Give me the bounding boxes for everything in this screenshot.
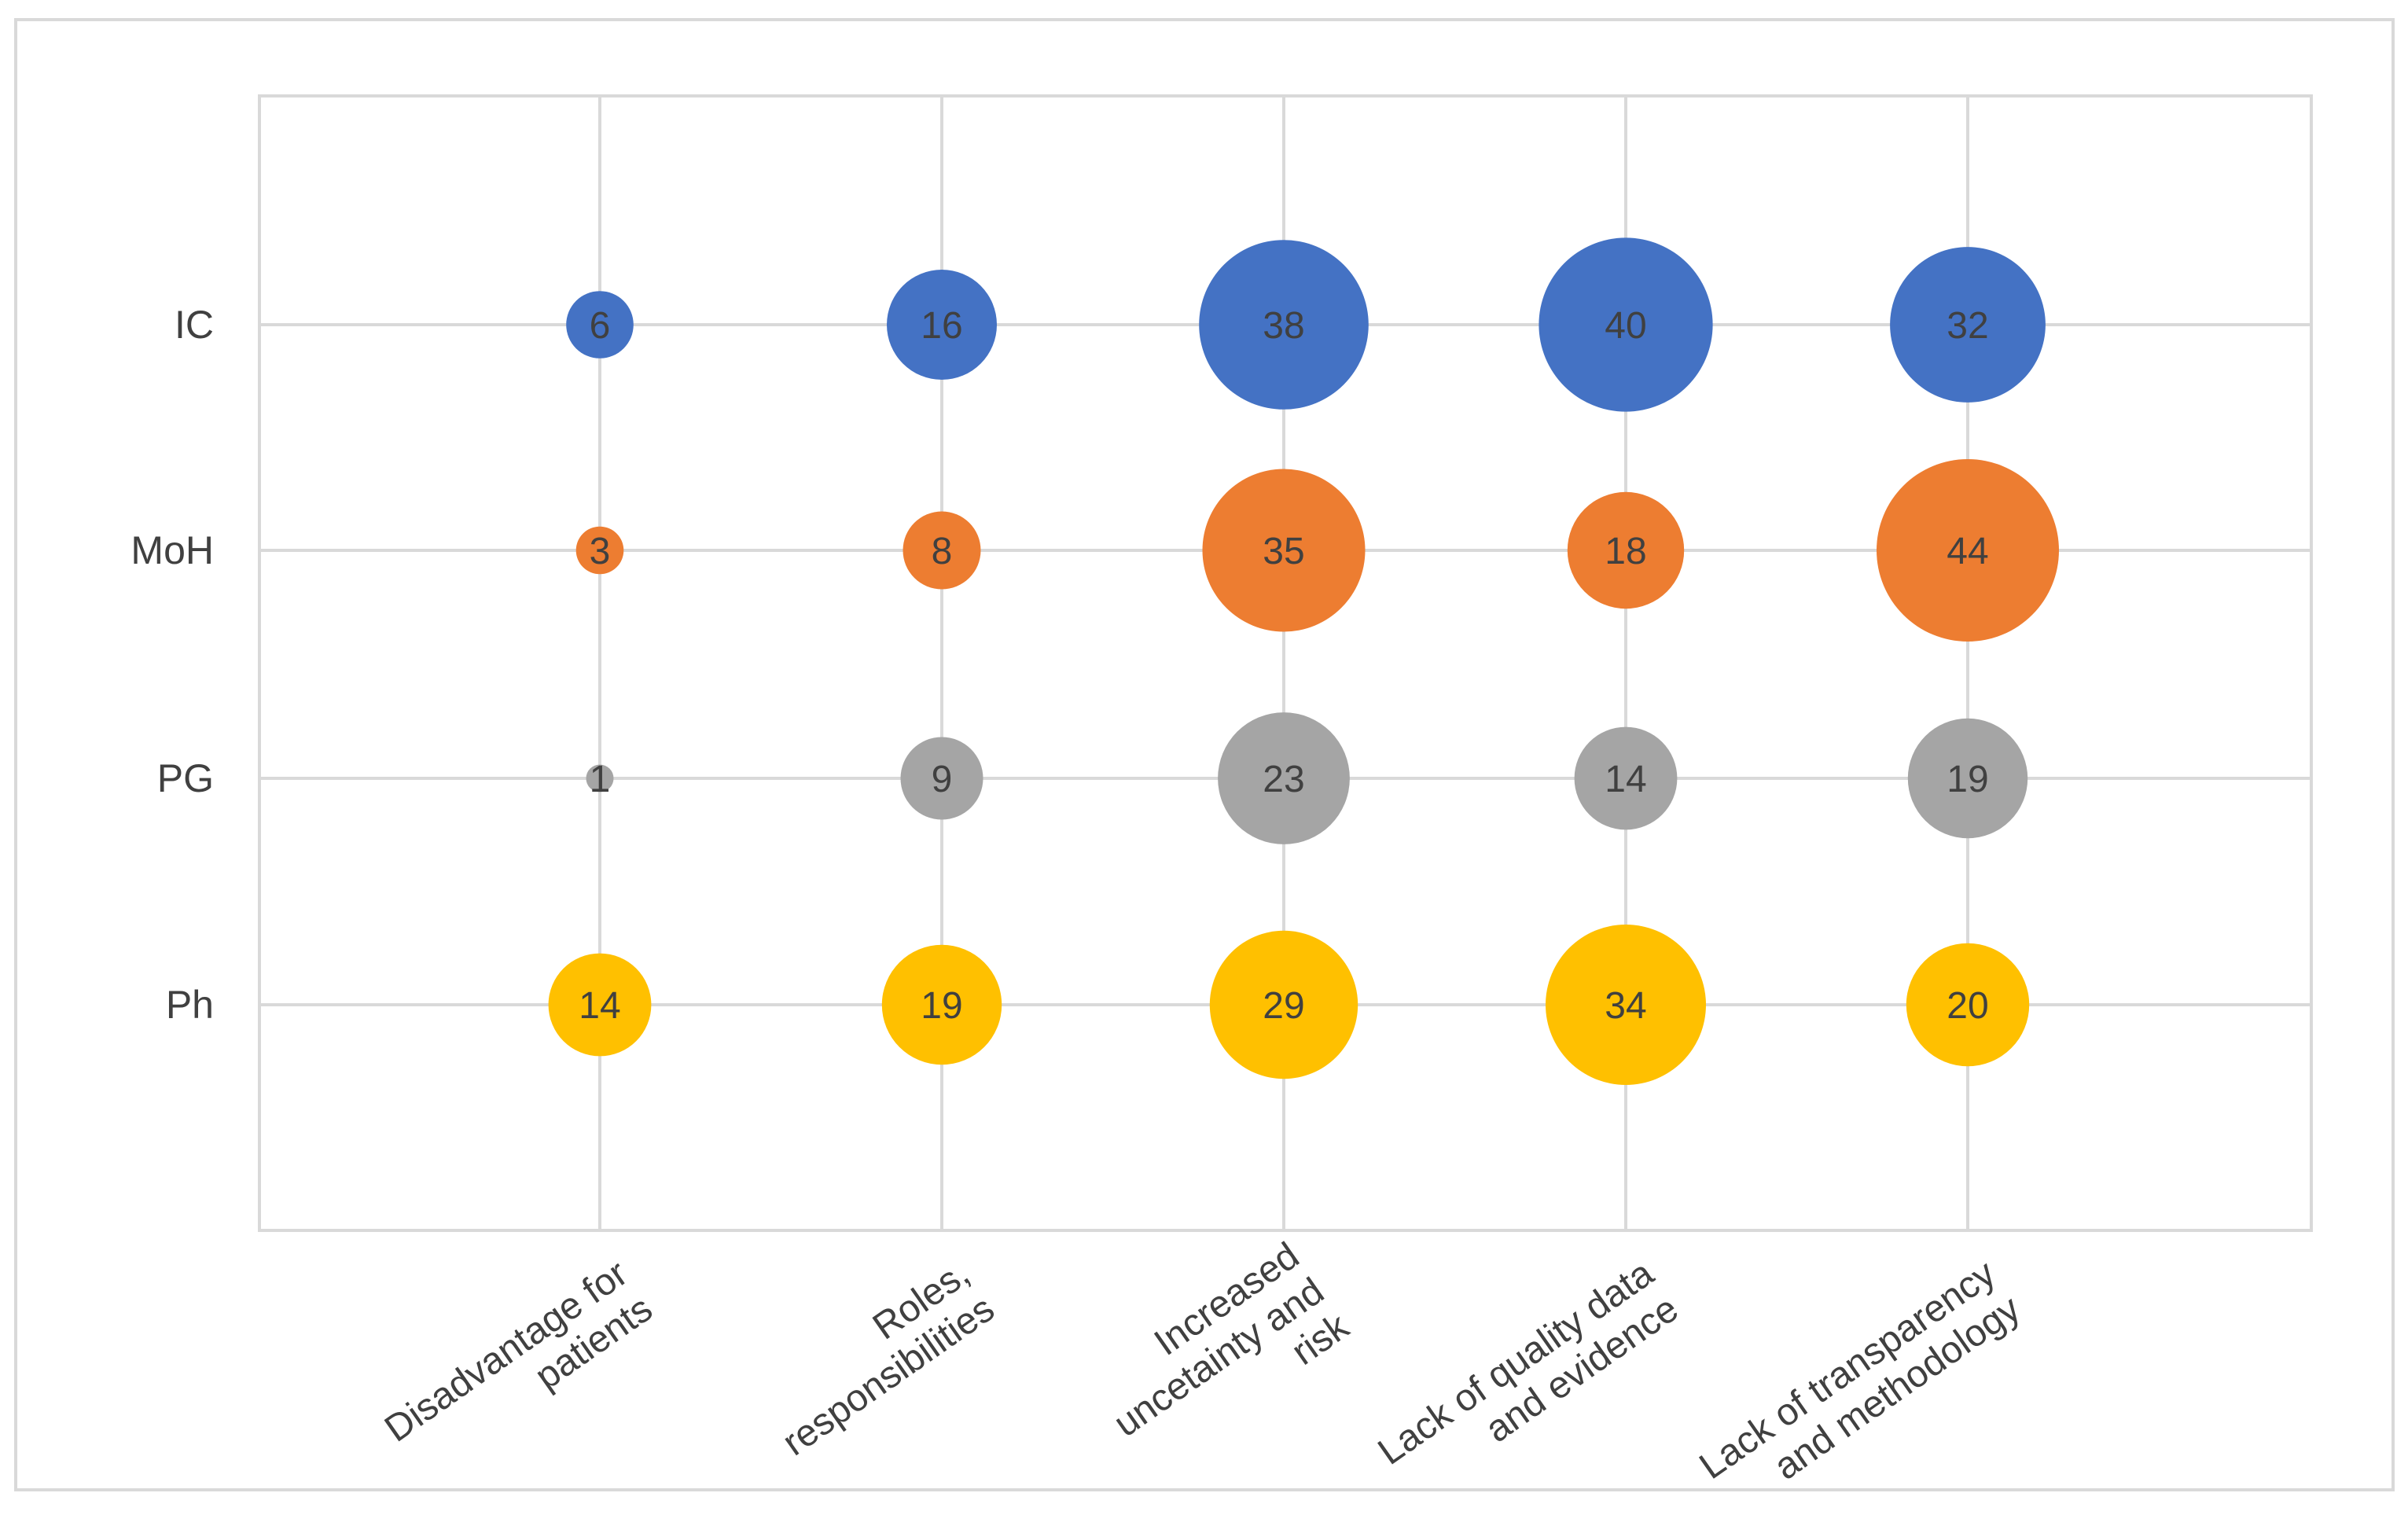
bubble-moh-3	[1202, 469, 1366, 632]
bubble-pg-3	[1218, 712, 1350, 844]
data-label-pg-4: 14	[1605, 759, 1646, 800]
bubble-moh-5	[1877, 459, 2059, 642]
data-label-ic-5: 32	[1947, 305, 1988, 347]
data-label-pg-1: 1	[590, 759, 611, 800]
y-tick-label-ph: Ph	[166, 983, 214, 1027]
data-label-moh-1: 3	[590, 531, 611, 572]
data-label-ph-4: 34	[1605, 985, 1646, 1027]
bubble-ph-4	[1546, 925, 1706, 1085]
bubble-ph-1	[548, 953, 652, 1057]
bubble-pg-5	[1907, 718, 2028, 839]
data-label-pg-2: 9	[932, 759, 953, 800]
bubble-ic-3	[1199, 240, 1369, 410]
data-label-ic-4: 40	[1605, 305, 1646, 347]
bubble-pg-2	[900, 737, 983, 820]
data-label-ph-2: 19	[921, 985, 962, 1027]
bubble-moh-2	[903, 511, 981, 590]
bubble-ph-5	[1906, 943, 2030, 1067]
bubble-ic-1	[566, 291, 634, 359]
data-label-moh-3: 35	[1263, 531, 1304, 572]
bubble-ic-5	[1890, 247, 2046, 403]
y-tick-label-moh: MoH	[131, 528, 214, 572]
data-label-ph-3: 29	[1263, 985, 1304, 1027]
bubble-ic-4	[1539, 237, 1713, 412]
data-label-ic-3: 38	[1263, 305, 1304, 347]
bubble-pg-4	[1574, 726, 1678, 830]
bubble-moh-1	[575, 526, 624, 575]
data-label-pg-5: 19	[1947, 759, 1988, 800]
y-tick-label-pg: PG	[157, 756, 214, 800]
bubble-moh-4	[1567, 491, 1685, 609]
data-label-ic-1: 6	[590, 305, 611, 347]
data-label-ph-5: 20	[1947, 985, 1988, 1027]
data-label-moh-4: 18	[1605, 531, 1646, 572]
data-label-moh-2: 8	[932, 531, 953, 572]
bubble-ic-2	[887, 270, 997, 380]
data-label-ph-1: 14	[579, 985, 620, 1027]
data-label-moh-5: 44	[1947, 531, 1988, 572]
bubble-ph-3	[1209, 930, 1358, 1079]
outer-frame	[14, 18, 2395, 1491]
bubble-ph-2	[881, 944, 1002, 1065]
y-tick-label-ic: IC	[175, 303, 214, 347]
bubble-pg-1	[586, 764, 614, 792]
data-label-pg-3: 23	[1263, 759, 1304, 800]
data-label-ic-2: 16	[921, 305, 962, 347]
